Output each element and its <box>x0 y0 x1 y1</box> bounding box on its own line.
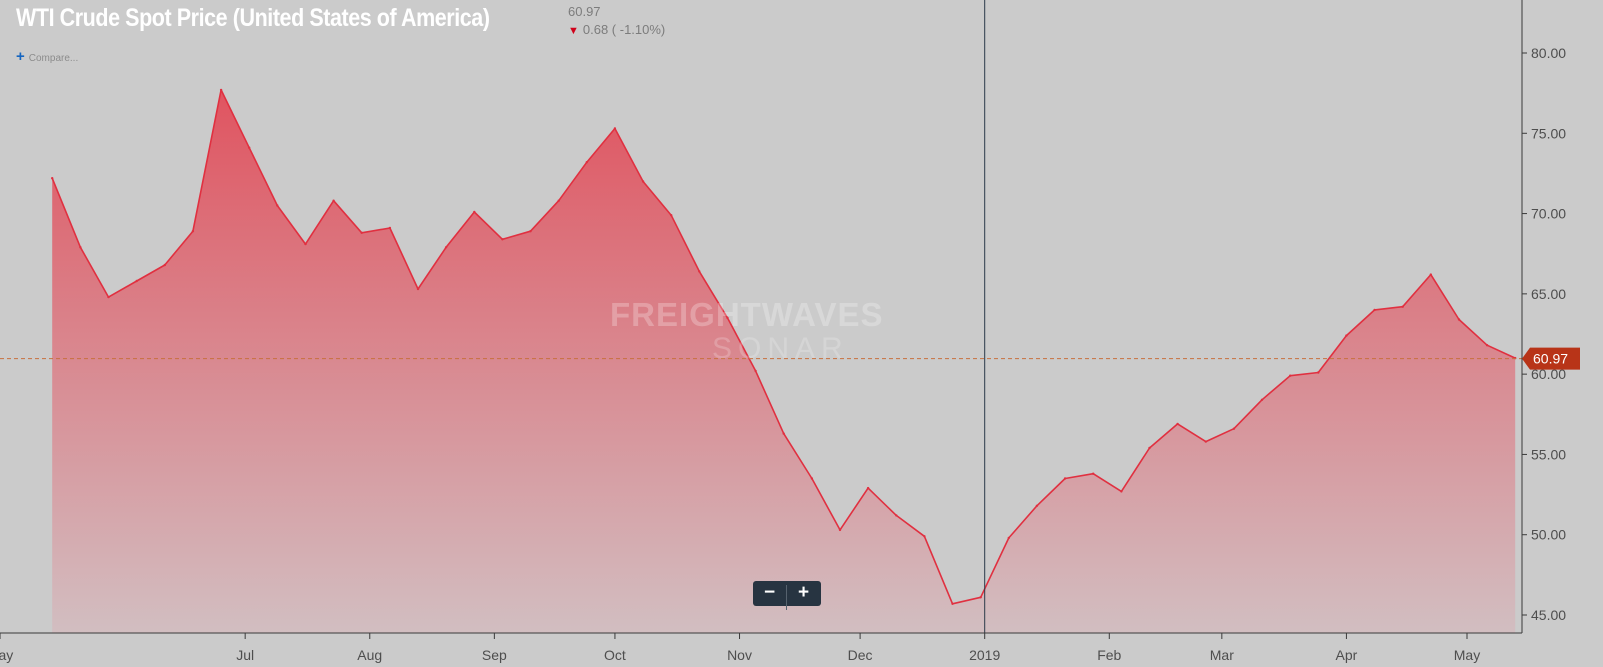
last-value-badge: 60.97 <box>1522 347 1580 370</box>
price-point <box>107 295 110 299</box>
x-tick-label: 2019 <box>969 647 1000 663</box>
price-point <box>1035 504 1039 507</box>
zoom-divider <box>786 585 787 610</box>
price-point <box>416 287 420 291</box>
price-point <box>332 199 335 202</box>
price-point <box>810 477 814 480</box>
price-point <box>1317 371 1320 374</box>
price-point <box>585 161 588 164</box>
price-point <box>219 88 223 92</box>
price-point <box>641 180 645 183</box>
x-tick-label: Nov <box>727 647 752 663</box>
price-point <box>135 279 138 283</box>
price-point <box>979 596 982 599</box>
price-point <box>1289 374 1292 377</box>
y-tick-label: 50.00 <box>1531 527 1566 543</box>
price-point <box>698 270 701 273</box>
down-arrow-icon: ▼ <box>568 25 579 37</box>
watermark-sonar: SONAR <box>712 332 849 365</box>
price-point <box>1373 308 1376 312</box>
compare-label: Compare... <box>28 53 79 64</box>
price-change-value: 0.68 ( -1.10%) <box>582 22 666 37</box>
price-point <box>923 535 926 538</box>
y-tick-label: 70.00 <box>1531 206 1566 222</box>
x-tick-label: Sep <box>482 647 507 663</box>
price-point <box>1092 472 1095 475</box>
price-point <box>951 602 954 605</box>
price-point <box>1120 490 1123 493</box>
price-point <box>866 486 870 490</box>
compare-button[interactable]: + Compare... <box>16 48 78 65</box>
zoom-out-button[interactable]: − <box>763 582 776 603</box>
price-point <box>1176 422 1179 426</box>
chart-title: WTI Crude Spot Price (United States of A… <box>16 4 490 32</box>
x-tick-label: Aug <box>357 647 382 663</box>
x-tick-label: Mar <box>1210 647 1234 663</box>
price-point <box>557 199 560 202</box>
price-point <box>388 226 392 230</box>
y-tick-label: 80.00 <box>1531 45 1566 61</box>
x-tick-label: Oct <box>604 647 626 663</box>
price-point <box>670 214 673 217</box>
price-point <box>473 210 476 214</box>
y-tick-label: 60.00 <box>1531 366 1566 382</box>
price-point <box>895 514 898 517</box>
y-tick-label: 65.00 <box>1531 286 1566 302</box>
price-point <box>248 146 251 149</box>
x-tick-label: Apr <box>1336 647 1358 663</box>
price-point <box>304 242 307 246</box>
y-tick-label: 55.00 <box>1531 446 1566 462</box>
price-point <box>838 528 842 532</box>
price-point <box>1429 273 1433 276</box>
price-point <box>1063 477 1067 480</box>
price-point <box>754 369 757 373</box>
price-point <box>1485 344 1489 347</box>
plus-icon: + <box>16 48 25 65</box>
price-area <box>52 89 1516 633</box>
price-point <box>163 263 166 267</box>
x-tick-label: Feb <box>1097 647 1121 663</box>
price-point <box>726 316 729 320</box>
y-tick-label: 75.00 <box>1531 125 1566 141</box>
price-point <box>1457 318 1461 321</box>
price-point <box>79 246 82 249</box>
x-tick-label: May <box>1454 647 1480 663</box>
x-tick-label: Jul <box>236 647 254 663</box>
y-tick-label: 45.00 <box>1531 607 1566 623</box>
price-change: ▼ 0.68 ( -1.10%) <box>568 22 665 37</box>
price-point <box>501 238 504 241</box>
price-point <box>51 177 54 180</box>
price-point <box>1232 427 1236 430</box>
x-tick-label: May <box>0 647 13 663</box>
price-point <box>1401 305 1404 308</box>
last-value-label: 60.97 <box>1533 351 1568 367</box>
x-tick-label: Dec <box>848 647 873 663</box>
price-point <box>191 230 195 233</box>
last-value-badge-bg <box>1522 347 1580 370</box>
price-point <box>613 127 617 130</box>
zoom-controls: − + <box>753 581 821 610</box>
price-point <box>360 231 363 234</box>
current-price: 60.97 <box>568 4 601 19</box>
price-point <box>1148 446 1151 450</box>
price-point <box>444 246 448 249</box>
price-point <box>529 230 532 233</box>
watermark-logo: FREIGHTWAVES <box>610 296 884 333</box>
price-point <box>1204 440 1208 443</box>
price-point <box>1345 334 1348 337</box>
price-point <box>1007 536 1010 540</box>
price-point <box>1260 398 1264 401</box>
price-point <box>782 432 785 435</box>
zoom-in-button[interactable]: + <box>797 582 810 603</box>
price-point <box>276 204 279 207</box>
